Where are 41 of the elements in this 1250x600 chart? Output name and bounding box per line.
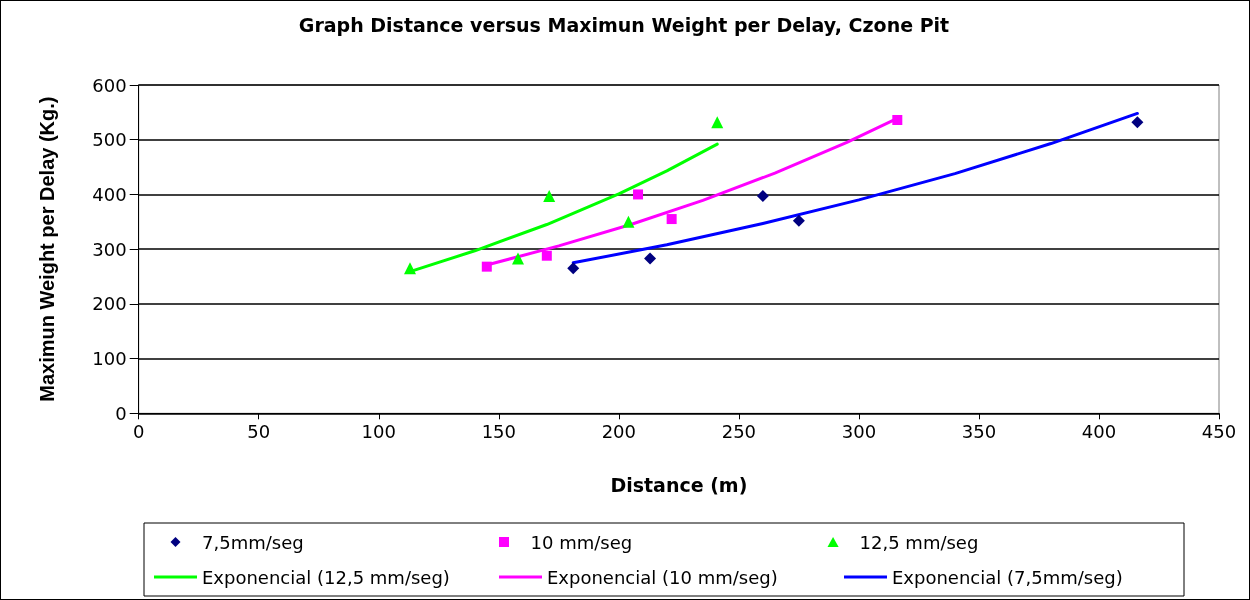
point — [622, 215, 635, 228]
legend-label: Exponencial (12,5 mm/seg) — [202, 566, 450, 588]
x-tick-label: 150 — [481, 420, 516, 442]
point — [756, 190, 769, 203]
legend-label: 7,5mm/seg — [202, 531, 304, 553]
point — [666, 214, 677, 225]
point — [567, 262, 580, 275]
legend-label: Exponencial (7,5mm/seg) — [892, 566, 1123, 588]
legend-label: 10 mm/seg — [530, 531, 633, 553]
x-tick-label: 100 — [361, 420, 396, 442]
x-tick-label: 300 — [841, 420, 877, 442]
chart-title: Graph Distance versus Maximun Weight per Delay, Czone Pit — [298, 13, 950, 36]
x-axis-title: Distance (m) — [610, 473, 748, 496]
x-tick-label: 50 — [247, 420, 271, 442]
y-tick-label: 300 — [92, 238, 127, 260]
x-tick-label: 200 — [601, 420, 637, 442]
point — [792, 214, 805, 227]
y-tick-label: 200 — [92, 293, 127, 315]
y-axis-title: Maximun Weight per Delay (Kg.) — [35, 96, 58, 402]
x-tick-label: 350 — [961, 420, 997, 442]
legend-label: Exponencial (10 mm/seg) — [547, 566, 778, 588]
point — [711, 116, 724, 129]
point — [481, 261, 492, 272]
x-tick-label: 250 — [721, 420, 757, 442]
x-tick-label: 450 — [1201, 420, 1237, 442]
point — [403, 262, 416, 275]
x-tick-label: 400 — [1081, 420, 1117, 442]
point — [1131, 116, 1144, 129]
y-tick-label: 400 — [92, 183, 127, 205]
x-tick-label: 0 — [132, 420, 145, 442]
legend-label: 12,5 mm/seg — [859, 531, 979, 553]
y-tick-label: 500 — [92, 129, 127, 151]
point — [633, 189, 644, 200]
y-tick-label: 600 — [92, 74, 127, 96]
point — [644, 252, 657, 265]
point — [512, 252, 525, 265]
y-tick-label: 100 — [92, 348, 127, 370]
y-tick-label: 0 — [115, 402, 127, 424]
point — [892, 115, 903, 126]
point — [543, 190, 556, 203]
point — [541, 250, 552, 261]
